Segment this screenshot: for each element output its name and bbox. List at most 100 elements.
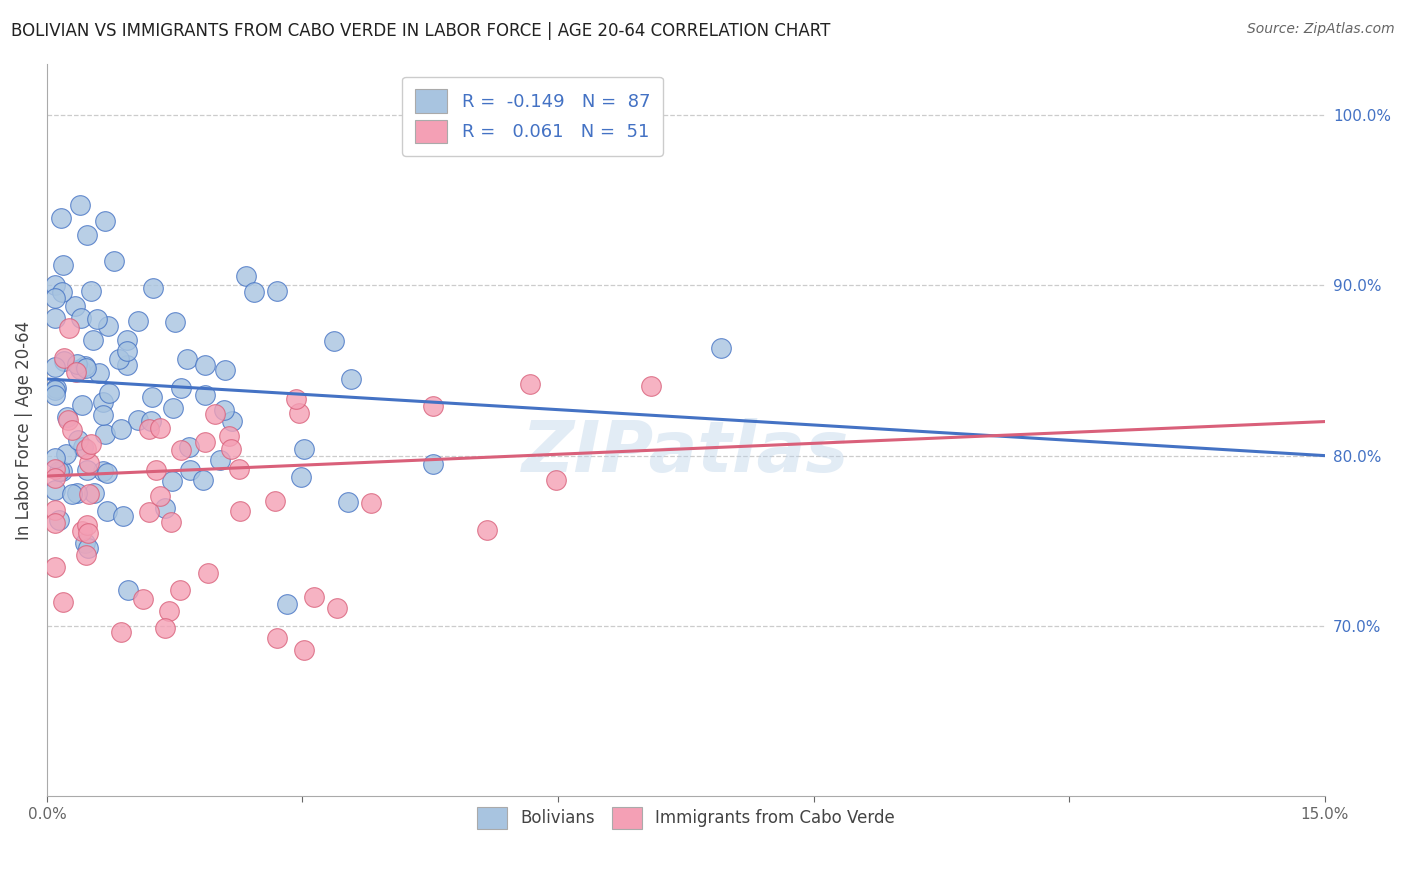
Point: [76, 227, 98, 242]
Point: [44, 388, 66, 402]
Point: [214, 362, 236, 376]
Point: [60, 423, 83, 437]
Point: [138, 505, 160, 519]
Point: [292, 442, 315, 457]
Point: [110, 422, 132, 436]
Point: [138, 422, 160, 436]
Point: [194, 435, 217, 450]
Point: [44, 516, 66, 531]
Point: [69, 311, 91, 326]
Point: [139, 414, 162, 428]
Point: [62, 487, 84, 501]
Point: [266, 631, 288, 645]
Point: [91, 464, 114, 478]
Point: [117, 582, 139, 597]
Point: [76, 463, 98, 477]
Point: [235, 268, 257, 283]
Point: [66, 485, 89, 500]
Point: [149, 421, 172, 435]
Point: [292, 643, 315, 657]
Point: [96, 466, 118, 480]
Point: [422, 399, 444, 413]
Point: [264, 494, 287, 508]
Point: [115, 344, 138, 359]
Point: [160, 515, 183, 529]
Point: [640, 378, 662, 392]
Point: [44, 462, 66, 476]
Point: [52, 595, 75, 609]
Point: [51, 464, 73, 478]
Point: [52, 353, 75, 368]
Point: [145, 463, 167, 477]
Point: [422, 457, 444, 471]
Point: [86, 312, 108, 326]
Point: [97, 386, 120, 401]
Point: [323, 334, 346, 349]
Point: [110, 625, 132, 640]
Point: [76, 517, 98, 532]
Point: [44, 311, 66, 326]
Point: [117, 359, 139, 373]
Point: [82, 334, 104, 348]
Point: [69, 197, 91, 211]
Point: [75, 442, 97, 457]
Point: [197, 566, 219, 581]
Point: [96, 504, 118, 518]
Point: [141, 390, 163, 404]
Point: [72, 441, 94, 455]
Point: [228, 462, 250, 476]
Point: [77, 541, 100, 555]
Point: [48, 464, 70, 478]
Point: [94, 427, 117, 442]
Point: [179, 463, 201, 477]
Point: [157, 604, 180, 618]
Point: [546, 473, 568, 487]
Point: [73, 359, 96, 374]
Point: [83, 486, 105, 500]
Point: [266, 284, 288, 298]
Point: [77, 487, 100, 501]
Point: [52, 259, 75, 273]
Point: [69, 362, 91, 376]
Point: [212, 403, 235, 417]
Point: [519, 377, 541, 392]
Point: [48, 513, 70, 527]
Point: [44, 483, 66, 497]
Point: [169, 582, 191, 597]
Point: [131, 592, 153, 607]
Point: [72, 398, 94, 412]
Point: [360, 496, 382, 510]
Point: [44, 383, 66, 397]
Point: [56, 412, 79, 426]
Point: [194, 358, 217, 372]
Point: [115, 333, 138, 347]
Point: [127, 313, 149, 327]
Point: [165, 315, 187, 329]
Point: [44, 359, 66, 374]
Point: [326, 601, 349, 615]
Point: [44, 277, 66, 292]
Point: [77, 526, 100, 541]
Point: [194, 388, 217, 402]
Point: [193, 473, 215, 487]
Point: [218, 429, 240, 443]
Point: [302, 590, 325, 604]
Point: [108, 351, 131, 366]
Point: [75, 536, 97, 550]
Point: [142, 281, 165, 295]
Point: [65, 365, 87, 379]
Point: [710, 342, 733, 356]
Point: [162, 401, 184, 415]
Point: [229, 504, 252, 518]
Point: [91, 395, 114, 409]
Point: [44, 471, 66, 485]
Point: [44, 503, 66, 517]
Point: [66, 434, 89, 448]
Point: [91, 409, 114, 423]
Point: [49, 211, 72, 226]
Point: [127, 413, 149, 427]
Point: [75, 360, 97, 375]
Point: [52, 351, 75, 365]
Point: [44, 291, 66, 305]
Point: [336, 494, 359, 508]
